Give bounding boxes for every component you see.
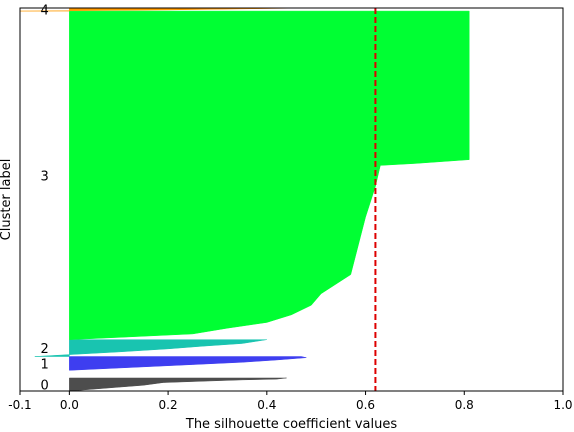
cluster-label-3: 3 [41,169,49,184]
cluster-1-silhouette [69,356,307,371]
y-axis-label: Cluster label [0,159,14,241]
x-tick-label: 0.0 [60,398,79,412]
cluster-label-2: 2 [41,342,49,357]
x-tick-label: 0.2 [159,398,178,412]
cluster-label-1: 1 [41,357,49,372]
x-axis-label: The silhouette coefficient values [185,417,397,432]
cluster-4-silhouette [19,7,307,12]
cluster-3-silhouette [69,10,470,340]
x-tick-label: 0.8 [455,398,474,412]
cluster-labels: 0 12 3 4 [41,4,49,394]
cluster-0-silhouette [69,377,287,392]
silhouette-plot-area [19,7,470,392]
x-tick-label: 1.0 [553,398,572,412]
x-tick-label: 0.6 [356,398,375,412]
x-tick-label: 0.4 [257,398,276,412]
x-axis-ticks: -0.1 0.0 0.2 0.4 0.6 0.8 1.0 [8,391,573,412]
x-tick-label: -0.1 [8,398,31,412]
cluster-2-silhouette [34,339,267,357]
plot-frame [19,7,564,392]
cluster-label-0: 0 [41,378,49,393]
cluster-label-4: 4 [41,4,49,19]
